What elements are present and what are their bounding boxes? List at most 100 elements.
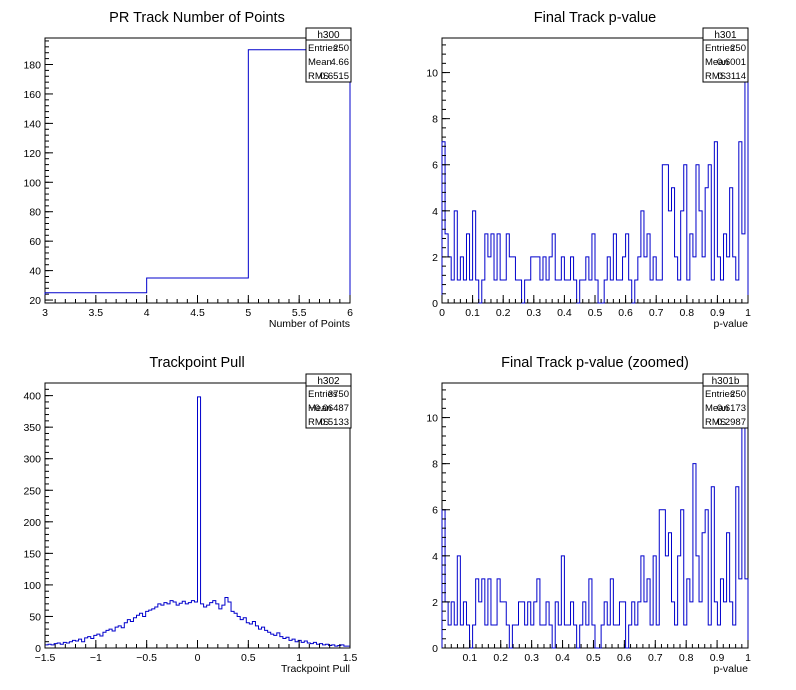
stats-label: Entries (705, 389, 735, 400)
stats-label: Entries (705, 43, 735, 54)
chart-panel-1: PR Track Number of Points 3 3.5 4 4.5 5 5.5 6 20… (23, 10, 353, 330)
chart-panel-3: Trackpoint Pull −1.5 −1 −0.5 0 0.5 1 1.5 0 50 100 1… (23, 355, 357, 675)
chart-title: Final Track p-value (zoomed) (501, 355, 689, 371)
histogram-line (44, 49, 351, 303)
y-tick-label: 400 (23, 391, 41, 403)
x-tick-label: 1 (745, 652, 751, 664)
y-tick-label: 0 (432, 298, 438, 310)
x-tick-label: 0.8 (679, 652, 694, 664)
y-tick-label: 2 (432, 597, 438, 609)
x-tick-label: 5.5 (292, 307, 307, 319)
x-tick-label: 1 (745, 307, 751, 319)
stats-label: RMS (308, 71, 329, 82)
y-tick-label: 4 (432, 551, 438, 563)
chart-panel-2: Final Track p-value 0 0.1 0.2 0.3 0.4 0.5 0.6 0.… (426, 10, 751, 330)
x-tick-label: 0.4 (555, 652, 570, 664)
x-tick-label: 4 (144, 307, 150, 319)
x-tick-label: 0.5 (588, 307, 603, 319)
stats-name: h300 (317, 30, 340, 41)
stats-value: 0.6515 (320, 71, 349, 82)
y-tick-label: 10 (426, 413, 438, 425)
y-tick-label: 140 (23, 118, 41, 130)
y-tick-label: 0 (432, 643, 438, 655)
stats-value: 0.5133 (320, 417, 349, 428)
y-tick-label: 100 (23, 177, 41, 189)
stats-value: 0.3114 (718, 71, 746, 82)
histogram-line (44, 396, 351, 648)
stats-label: Mean (308, 403, 332, 414)
y-tick-label: 20 (29, 295, 41, 307)
chart-title: Final Track p-value (534, 10, 657, 26)
x-tick-label: 0.2 (493, 652, 508, 664)
x-tick-label: 0.7 (648, 652, 663, 664)
x-tick-label: −1.5 (35, 652, 56, 664)
stats-value: 0.6173 (717, 403, 746, 414)
x-tick-label: 0.2 (496, 307, 511, 319)
x-axis-label: p-value (714, 663, 749, 675)
stats-value: 250 (333, 43, 349, 54)
histogram-line (441, 49, 749, 304)
x-tick-label: 0.9 (710, 307, 725, 319)
stats-label: Mean (705, 403, 729, 414)
y-tick-label: 8 (432, 114, 438, 126)
x-tick-label: 3.5 (89, 307, 104, 319)
x-tick-label: 1.5 (343, 652, 358, 664)
stats-label: RMS (308, 417, 329, 428)
stats-value: 0.2987 (717, 417, 746, 428)
x-tick-label: 0 (439, 307, 445, 319)
y-tick-label: 200 (23, 517, 41, 529)
y-tick-label: 100 (23, 580, 41, 592)
stats-value: 250 (730, 43, 746, 54)
y-tick-label: 150 (23, 548, 41, 560)
x-tick-label: 0.9 (710, 652, 725, 664)
stats-value: 3750 (328, 389, 349, 400)
y-tick-label: 50 (29, 611, 41, 623)
x-axis-label: Trackpoint Pull (281, 663, 350, 675)
x-axis-label: Number of Points (269, 318, 350, 330)
y-tick-label: 350 (23, 422, 41, 434)
x-tick-label: 0.5 (586, 652, 601, 664)
x-tick-label: 0.8 (679, 307, 694, 319)
stats-label: RMS (705, 417, 726, 428)
y-tick-label: 120 (23, 148, 41, 160)
stats-box-frame (305, 27, 352, 83)
y-tick-label: 180 (23, 60, 41, 72)
x-axis-label: p-value (714, 318, 749, 330)
y-tick-label: 10 (426, 68, 438, 80)
x-tick-label: −1 (90, 652, 102, 664)
x-tick-label: 0.3 (524, 652, 539, 664)
histogram-line (441, 394, 749, 649)
stats-name: h301 (714, 30, 737, 41)
x-tick-label: 4.5 (190, 307, 205, 319)
y-tick-label: 60 (29, 236, 41, 248)
stats-value: 0.6001 (717, 57, 746, 68)
x-tick-label: 0.5 (241, 652, 256, 664)
y-tick-label: 160 (23, 89, 41, 101)
stats-label: Entries (308, 389, 338, 400)
chart-title: PR Track Number of Points (109, 10, 285, 26)
y-tick-label: 4 (432, 206, 438, 218)
x-tick-label: −0.5 (136, 652, 157, 664)
x-tick-label: 3 (42, 307, 48, 319)
stats-label: RMS (705, 71, 726, 82)
x-tick-label: 0.4 (557, 307, 572, 319)
x-tick-label: 0 (195, 652, 201, 664)
y-tick-label: 8 (432, 459, 438, 471)
y-tick-label: 80 (29, 207, 41, 219)
chart-panel-4: Final Track p-value (zoomed) 0.1 0.2 0.3 0.4… (426, 355, 751, 675)
chart-title: Trackpoint Pull (149, 355, 244, 371)
stats-label: Mean (308, 57, 332, 68)
x-tick-label: 0.7 (649, 307, 664, 319)
stats-box-frame (305, 373, 352, 429)
y-tick-label: 250 (23, 485, 41, 497)
stats-name: h302 (317, 376, 340, 387)
x-tick-label: 0.6 (618, 307, 633, 319)
plot-frame (44, 37, 351, 304)
x-tick-label: 5 (245, 307, 251, 319)
stats-label: Mean (705, 57, 729, 68)
x-tick-label: 6 (347, 307, 353, 319)
x-tick-label: 0.1 (463, 652, 478, 664)
